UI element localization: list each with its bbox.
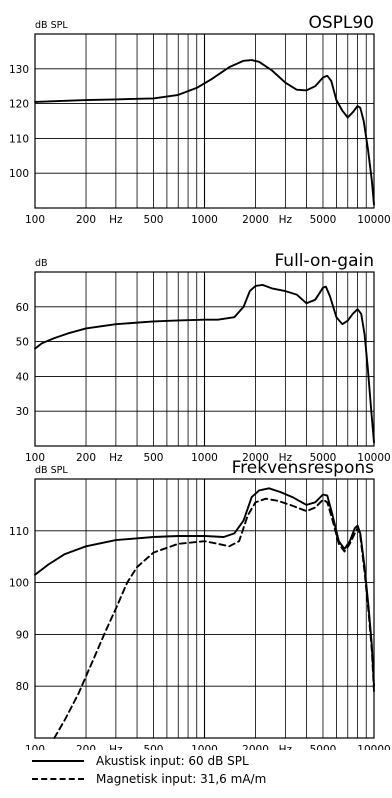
x-tick-label: 10000 xyxy=(357,214,390,226)
x-tick-label: Hz xyxy=(279,452,293,464)
x-tick-label: 5000 xyxy=(310,452,337,464)
x-tick-label: 100 xyxy=(25,214,45,226)
y-tick-label: 110 xyxy=(9,133,29,145)
y-tick-label: 50 xyxy=(16,337,29,349)
chart-title: OSPL90 xyxy=(308,13,374,33)
series-line-dashed xyxy=(53,497,375,739)
x-tick-label: 100 xyxy=(25,744,45,750)
x-tick-label: 1000 xyxy=(191,214,218,226)
plot-frame xyxy=(34,271,375,447)
x-tick-label: 5000 xyxy=(310,744,337,750)
plot-frame xyxy=(34,478,375,739)
legend-item-acoustic: Akustisk input: 60 dB SPL xyxy=(32,752,372,770)
plot-frame xyxy=(34,33,375,209)
y-tick-label: 40 xyxy=(16,371,29,383)
legend-solid-line-swatch xyxy=(32,760,84,762)
x-tick-label: 500 xyxy=(143,452,163,464)
x-tick-label: Hz xyxy=(109,744,123,750)
legend-label-acoustic: Akustisk input: 60 dB SPL xyxy=(96,754,249,768)
y-axis-label: dB xyxy=(35,258,48,269)
chart-title: Full-on-gain xyxy=(274,251,374,271)
x-tick-label: Hz xyxy=(109,452,123,464)
series-line-solid xyxy=(34,59,375,206)
y-tick-label: 100 xyxy=(9,578,29,590)
y-tick-label: 30 xyxy=(16,406,29,418)
x-tick-label: 100 xyxy=(25,452,45,464)
x-tick-label: 1000 xyxy=(191,744,218,750)
y-tick-label: 90 xyxy=(16,629,29,641)
y-tick-label: 100 xyxy=(9,168,29,180)
y-axis-label: dB SPL xyxy=(35,20,68,31)
x-tick-label: 200 xyxy=(76,744,96,750)
y-axis-label: dB SPL xyxy=(35,465,68,476)
y-tick-label: 60 xyxy=(16,302,29,314)
series-line-solid xyxy=(34,283,375,444)
x-tick-label: 10000 xyxy=(357,452,390,464)
y-tick-label: 120 xyxy=(9,99,29,111)
x-tick-label: 2000 xyxy=(242,452,269,464)
charts-canvas: OSPL90 dB SPL 130 120 110 100 100 200 Hz 500 1000 2… xyxy=(9,13,391,750)
legend-label-magnetic: Magnetisk input: 31,6 mA/m xyxy=(96,772,267,786)
x-tick-label: 500 xyxy=(143,214,163,226)
x-tick-label: 10000 xyxy=(357,744,390,750)
x-tick-label: 200 xyxy=(76,452,96,464)
x-tick-label: 500 xyxy=(143,744,163,750)
x-tick-label: Hz xyxy=(279,214,293,226)
y-tick-label: 80 xyxy=(16,681,29,693)
x-tick-label: Hz xyxy=(279,744,293,750)
legend: Akustisk input: 60 dB SPL Magnetisk inpu… xyxy=(32,752,372,788)
chart-title: Frekvensrespons xyxy=(232,458,375,478)
x-tick-label: 1000 xyxy=(191,452,218,464)
x-tick-label: 5000 xyxy=(310,214,337,226)
legend-item-magnetic: Magnetisk input: 31,6 mA/m xyxy=(32,770,372,788)
x-tick-label: 2000 xyxy=(242,214,269,226)
series-line-solid xyxy=(34,487,375,688)
legend-dashed-line-swatch xyxy=(32,778,84,780)
x-tick-label: Hz xyxy=(109,214,123,226)
y-tick-label: 130 xyxy=(9,64,29,76)
x-tick-label: 200 xyxy=(76,214,96,226)
y-tick-label: 110 xyxy=(9,526,29,538)
x-tick-label: 2000 xyxy=(242,744,269,750)
